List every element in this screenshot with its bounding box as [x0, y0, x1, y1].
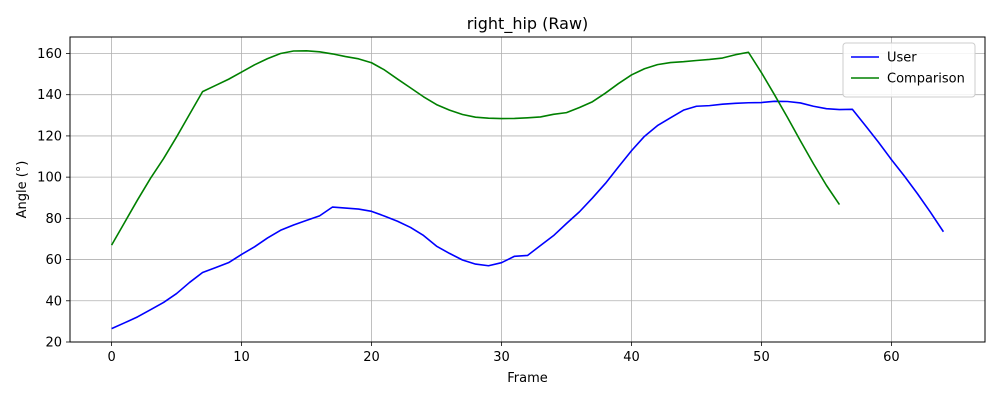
- y-tick-label: 80: [45, 212, 62, 227]
- x-tick-label: 40: [623, 350, 640, 365]
- ticks: 0 10 20 30 40 50 60 20 40 60 80 100 120 140 160: [37, 47, 900, 365]
- legend: User Comparison: [842, 42, 976, 98]
- x-tick-label: 10: [233, 350, 250, 365]
- x-tick-label: 50: [753, 350, 770, 365]
- y-tick-label: 120: [37, 129, 62, 144]
- y-tick-label: 160: [37, 47, 62, 62]
- series-layer: [110, 50, 945, 330]
- x-tick-label: 30: [493, 350, 510, 365]
- x-tick-label: 20: [363, 350, 380, 365]
- y-tick-label: 40: [45, 294, 62, 309]
- series-line-comparison: [110, 50, 841, 246]
- x-axis-label: Frame: [507, 371, 548, 386]
- plot-frame: [69, 36, 986, 343]
- y-tick-label: 60: [45, 253, 62, 268]
- y-tick-label: 100: [37, 171, 62, 186]
- x-tick-label: 0: [107, 350, 115, 365]
- series-line-user: [111, 100, 945, 330]
- y-tick-label: 20: [45, 336, 62, 351]
- chart-title: right_hip (Raw): [467, 14, 589, 34]
- legend-label: Comparison: [887, 72, 965, 87]
- y-tick-label: 140: [37, 88, 62, 103]
- y-axis-label: Angle (°): [15, 161, 30, 219]
- legend-label: User: [887, 51, 917, 66]
- x-tick-label: 60: [883, 350, 900, 365]
